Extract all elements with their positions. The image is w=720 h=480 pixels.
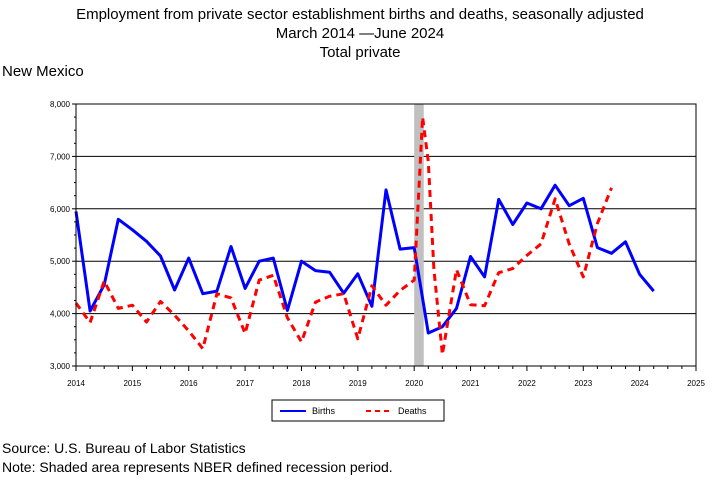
recession-layer [414,104,424,366]
x-tick-label: 2017 [236,379,254,388]
chart-title: Employment from private sector establish… [76,6,644,23]
axis-ticks: 3,000 4,000 5,000 6,000 7,000 8,000 2014 2015 20… [50,100,705,388]
x-tick-label: 2014 [67,379,85,388]
x-tick-label: 2015 [123,379,141,388]
x-tick-label: 2023 [574,379,592,388]
grid-lines [76,155,696,315]
recession-note: Note: Shaded area represents NBER define… [2,459,393,475]
legend: Births Deaths [271,399,445,422]
x-tick-label: 2020 [405,379,423,388]
legend-box [271,399,445,422]
series-layer [74,115,655,356]
chart-subtitle-series: Total private [319,44,401,61]
region-label: New Mexico [2,63,84,80]
chart-subtitle: March 2014 —June 2024 [275,25,445,42]
line-chart: 3,000 4,000 5,000 6,000 7,000 8,000 2014 2015 20… [50,100,705,422]
series-line-births [74,183,655,335]
legend-label-deaths: Deaths [398,406,427,416]
y-tick-label: 8,000 [50,100,71,109]
x-tick-label: 2025 [687,379,705,388]
y-tick-label: 3,000 [50,362,71,371]
y-tick-label: 5,000 [50,257,71,266]
plot-frame [75,103,697,367]
y-tick-label: 6,000 [50,205,71,214]
x-tick-label: 2024 [631,379,649,388]
y-tick-label: 7,000 [50,152,71,161]
y-tick-label: 4,000 [50,310,71,319]
x-tick-label: 2021 [462,379,480,388]
series-line-deaths [74,115,613,356]
x-tick-label: 2016 [180,379,198,388]
x-tick-label: 2019 [349,379,367,388]
x-tick-label: 2018 [293,379,311,388]
recession-shade [414,104,424,366]
source-note: Source: U.S. Bureau of Labor Statistics [2,440,246,456]
x-tick-label: 2022 [518,379,536,388]
legend-label-births: Births [312,406,336,416]
